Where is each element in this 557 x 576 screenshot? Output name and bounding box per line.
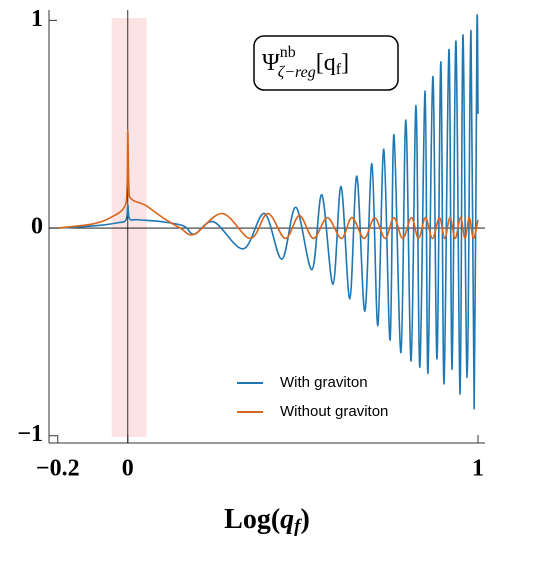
annotation-part: ]	[341, 50, 349, 76]
series-line	[57, 14, 479, 410]
annotation: Ψnb ζ−reg[qf]	[262, 44, 349, 81]
y-tick-label: 1	[31, 6, 43, 32]
x-tick-label: 1	[472, 456, 484, 482]
annotation-box	[253, 35, 399, 91]
x-tick-label: 0	[122, 456, 134, 482]
series-line	[57, 129, 479, 240]
annotation-part: Ψ	[262, 50, 280, 76]
highlight-band	[111, 18, 147, 437]
x-tick-label: −0.2	[36, 456, 80, 482]
annotation-part: nb	[280, 44, 296, 61]
y-tick-label: 0	[31, 214, 43, 240]
x-axis-label: Log(qf)	[224, 504, 310, 537]
legend-label: With graviton	[280, 374, 368, 391]
x-label-part: f	[294, 516, 302, 537]
annotation-part: f	[336, 61, 342, 78]
y-tick-label: −1	[17, 421, 43, 447]
x-label-part: )	[301, 504, 310, 535]
x-label-part: Log(	[224, 504, 280, 535]
x-label-part: q	[280, 504, 294, 535]
annotation-part: [q	[316, 50, 336, 76]
legend-label: Without graviton	[280, 403, 388, 420]
annotation-part: ζ−reg	[278, 64, 316, 81]
